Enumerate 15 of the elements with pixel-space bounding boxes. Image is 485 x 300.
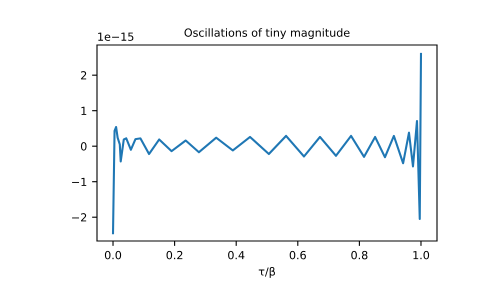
chart-title: Oscillations of tiny magnitude	[184, 28, 350, 39]
x-tick-label: 0.0	[104, 250, 122, 260]
y-tick-label: −1	[72, 178, 86, 186]
y-tick-label: 1	[81, 106, 86, 115]
text: 1e−15	[98, 32, 134, 41]
y-tick-label: 0	[80, 142, 87, 151]
x-tick-label: 0.2	[166, 250, 182, 260]
x-tick-label: 0.4	[228, 250, 244, 260]
y-tick-label: −2	[72, 213, 86, 222]
x-tick-label: 1.0	[413, 250, 430, 260]
x-tick-label: 0.8	[351, 250, 368, 260]
x-axis-title: τ/β	[258, 267, 275, 278]
line-series	[112, 52, 422, 234]
x-tick-label: 0.6	[290, 250, 306, 260]
y-tick-label: 2	[81, 71, 86, 80]
